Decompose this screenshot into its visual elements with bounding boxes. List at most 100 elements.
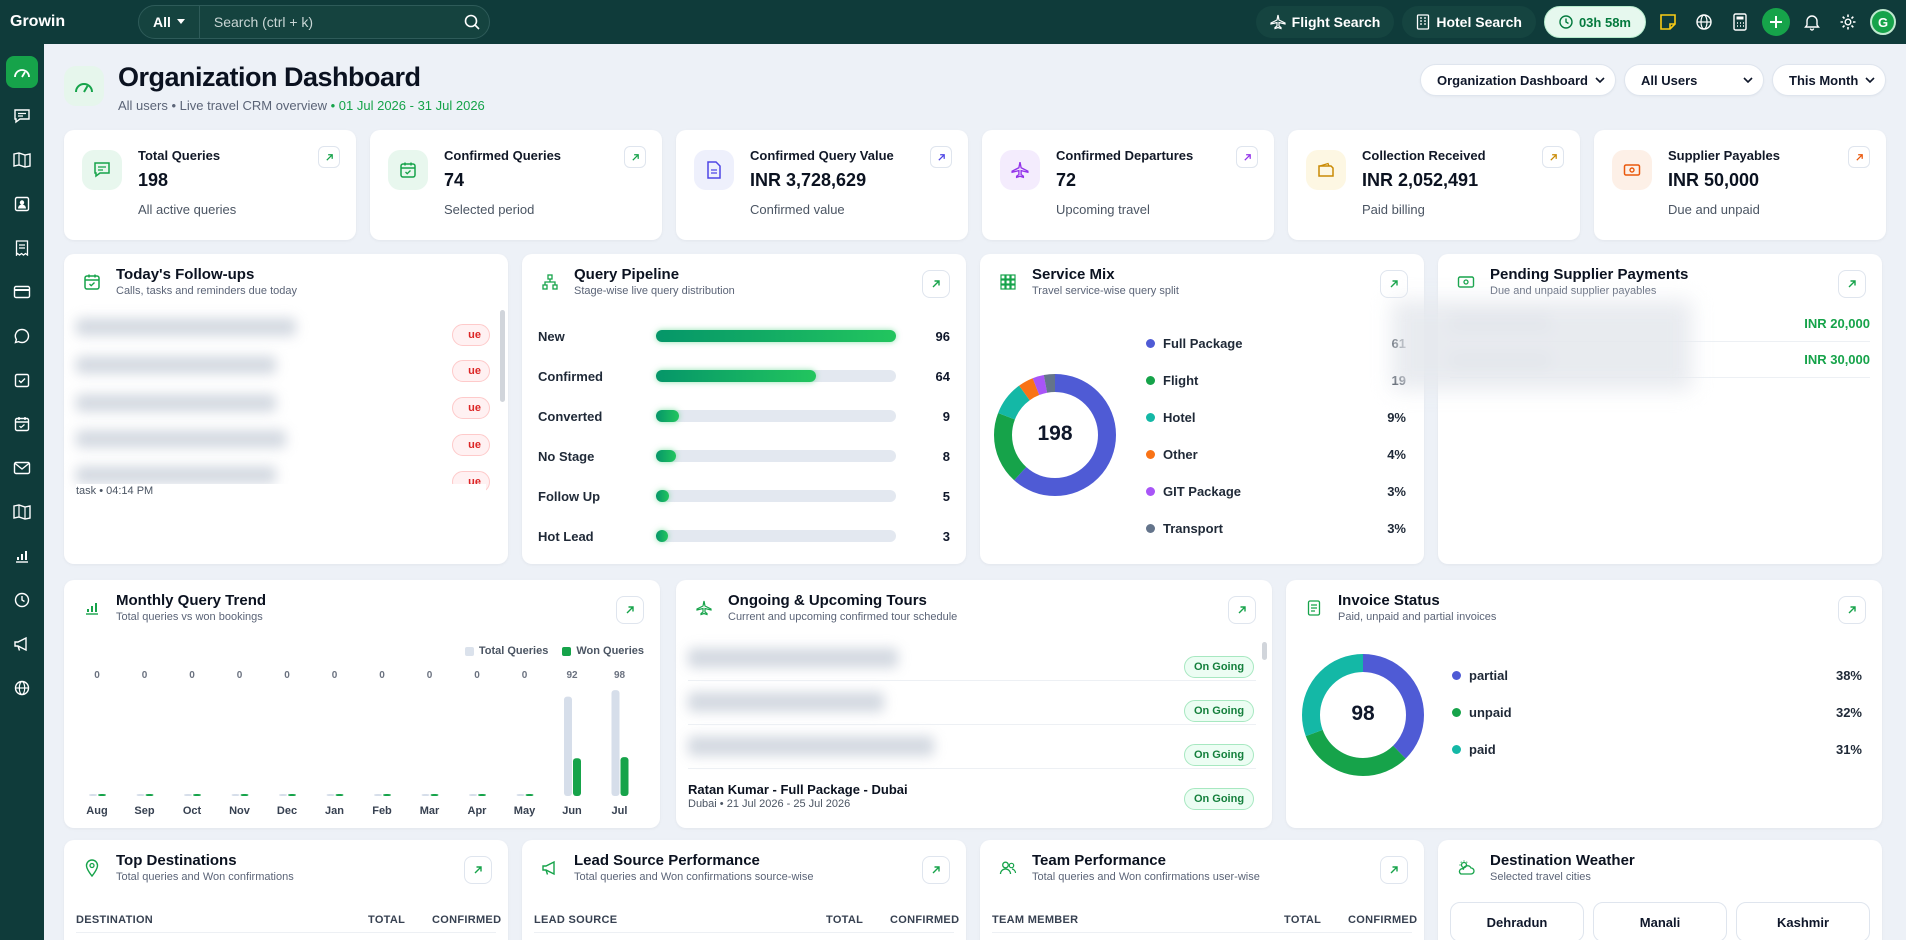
period-select[interactable]: This Month [1772,64,1886,96]
bar-total-queries[interactable] [89,794,97,796]
followups-scrollbar[interactable] [500,310,505,402]
team-open-button[interactable] [1380,856,1408,884]
invoice-legend-item[interactable]: partial 38% [1452,668,1862,683]
search-input[interactable]: Search (ctrl + k) [213,14,314,30]
bar-won-queries[interactable] [145,794,154,796]
service-legend-item[interactable]: Hotel 9% [1146,410,1406,425]
gear-icon[interactable] [1834,8,1862,36]
bar-total-queries[interactable] [516,794,525,796]
col-confirmed[interactable]: CONFIRMED [432,914,502,926]
stat-card[interactable]: Supplier Payables INR 50,000 Due and unpai… [1594,130,1886,240]
sidebar-chat-icon[interactable] [6,100,38,132]
pipeline-open-button[interactable] [922,270,950,298]
sidebar-history-icon[interactable] [6,584,38,616]
stat-card[interactable]: Confirmed Query Value INR 3,728,629 Confir… [676,130,968,240]
tours-open-button[interactable] [1228,596,1256,624]
stat-card[interactable]: Confirmed Departures 72 Upcoming travel [982,130,1274,240]
service-legend-item[interactable]: GIT Package 3% [1146,484,1406,499]
brand-logo[interactable]: Growin [10,13,66,30]
donut-slice-paid[interactable] [1302,654,1424,776]
flight-search-button[interactable]: Flight Search [1255,6,1395,38]
pipeline-stage-row[interactable]: Converted 9 [538,406,950,426]
sidebar-routes-icon[interactable] [6,496,38,528]
donut-slice-unpaid[interactable] [1302,654,1424,776]
service-legend-item[interactable]: Other 4% [1146,447,1406,462]
sidebar-megaphone-icon[interactable] [6,628,38,660]
sidebar-globe-icon[interactable] [6,672,38,704]
bar-total-queries[interactable] [421,794,430,796]
stat-card[interactable]: Collection Received INR 2,052,491 Paid bil… [1288,130,1580,240]
bar-won-queries[interactable] [383,794,391,796]
tours-scrollbar[interactable] [1262,642,1267,660]
service-legend-item[interactable]: Transport 3% [1146,521,1406,536]
supplier-payments-open-button[interactable] [1838,270,1866,298]
stat-open-button[interactable] [624,146,646,168]
sidebar-invoice-icon[interactable] [6,232,38,264]
pipeline-stage-row[interactable]: Confirmed 64 [538,366,950,386]
pipeline-stage-row[interactable]: Follow Up 5 [538,486,950,506]
destinations-open-button[interactable] [464,856,492,884]
service-mix-open-button[interactable] [1380,270,1408,298]
bar-won-queries[interactable] [193,794,201,796]
bar-total-queries[interactable] [231,794,240,796]
col-team-member[interactable]: TEAM MEMBER [992,914,1079,926]
globe-icon[interactable] [1690,8,1718,36]
dashboard-select[interactable]: Organization Dashboard [1420,64,1616,96]
weather-city-tab[interactable]: Manali [1593,902,1727,940]
sidebar-dashboard-icon[interactable] [6,56,38,88]
calculator-icon[interactable] [1726,8,1754,36]
col-confirmed[interactable]: CONFIRMED [1348,914,1418,926]
tour-name[interactable]: Ratan Kumar - Full Package - Dubai [688,782,908,797]
sidebar-mail-icon[interactable] [6,452,38,484]
invoice-open-button[interactable] [1838,596,1866,624]
bell-icon[interactable] [1798,8,1826,36]
search-scope-select[interactable]: All [139,6,200,38]
bar-won-queries[interactable] [620,757,629,796]
pipeline-stage-row[interactable]: Hot Lead 3 [538,526,950,546]
bar-total-queries[interactable] [469,794,477,796]
bar-won-queries[interactable] [573,758,581,796]
hotel-search-button[interactable]: Hotel Search [1402,6,1536,38]
pipeline-stage-row[interactable]: New 96 [538,326,950,346]
bar-total-queries[interactable] [326,794,335,796]
sidebar-reports-icon[interactable] [6,540,38,572]
stat-open-button[interactable] [930,146,952,168]
stat-open-button[interactable] [1542,146,1564,168]
invoice-legend-item[interactable]: unpaid 32% [1452,705,1862,720]
col-destination[interactable]: DESTINATION [76,914,154,926]
weather-city-tab[interactable]: Kashmir [1736,902,1870,940]
service-legend-item[interactable]: Flight19 [1146,373,1406,388]
user-avatar[interactable]: G [1870,9,1896,35]
sidebar-map-icon[interactable] [6,144,38,176]
search-icon[interactable] [455,14,489,30]
bar-total-queries[interactable] [564,696,572,796]
sidebar-tasks-icon[interactable] [6,364,38,396]
col-total[interactable]: TOTAL [1284,914,1322,926]
sticky-note-icon[interactable] [1654,8,1682,36]
bar-total-queries[interactable] [184,794,192,796]
add-new-button[interactable] [1762,8,1790,36]
stat-card[interactable]: Confirmed Queries 74 Selected period [370,130,662,240]
sidebar-calendar-icon[interactable] [6,408,38,440]
lead-source-open-button[interactable] [922,856,950,884]
service-legend-item[interactable]: Full Package61 [1146,336,1406,351]
bar-total-queries[interactable] [611,690,620,796]
sidebar-card-icon[interactable] [6,276,38,308]
bar-won-queries[interactable] [240,794,249,796]
bar-won-queries[interactable] [430,794,439,796]
stat-card[interactable]: Total Queries 198 All active queries [64,130,356,240]
sidebar-contacts-icon[interactable] [6,188,38,220]
bar-won-queries[interactable] [288,794,296,796]
stat-open-button[interactable] [318,146,340,168]
pipeline-stage-row[interactable]: No Stage 8 [538,446,950,466]
col-total[interactable]: TOTAL [826,914,864,926]
col-total[interactable]: TOTAL [368,914,406,926]
bar-won-queries[interactable] [98,794,106,796]
col-lead-source[interactable]: LEAD SOURCE [534,914,618,926]
stat-open-button[interactable] [1236,146,1258,168]
bar-won-queries[interactable] [478,794,486,796]
col-confirmed[interactable]: CONFIRMED [890,914,960,926]
bar-total-queries[interactable] [374,794,382,796]
stat-open-button[interactable] [1848,146,1870,168]
session-timer[interactable]: 03h 58m [1543,6,1646,38]
